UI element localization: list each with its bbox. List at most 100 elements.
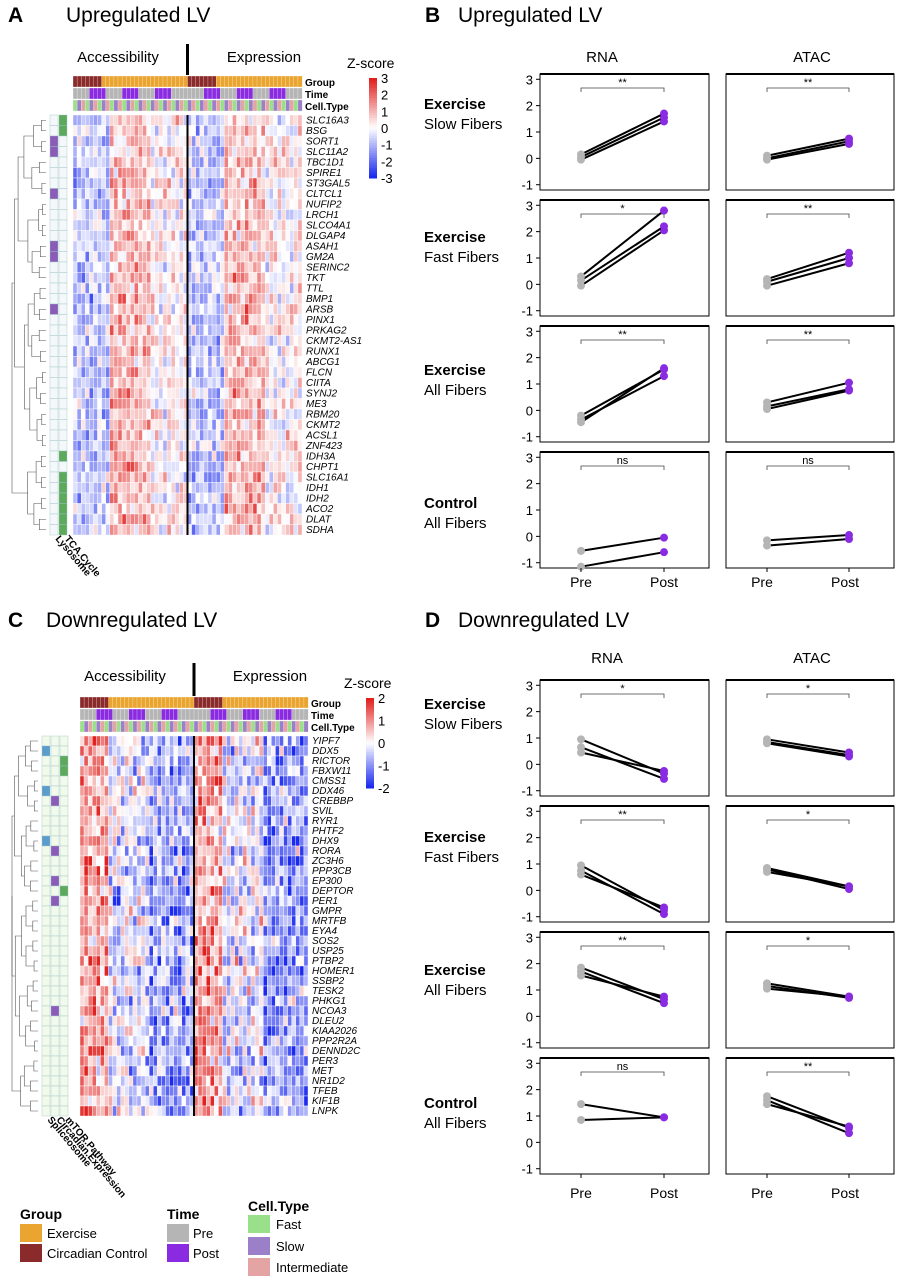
heatmap-cell [173, 905, 178, 917]
heatmap-cell [177, 1025, 182, 1037]
heatmap-cell [97, 219, 102, 231]
heatmap-cell [254, 1035, 260, 1047]
heatmap-cell [234, 775, 239, 787]
heatmap-cell [277, 408, 282, 420]
heatmap-cell [197, 1085, 203, 1097]
heatmap-cell [116, 1015, 121, 1027]
pathway-cell [41, 765, 51, 777]
heatmap-cell [201, 995, 207, 1007]
heatmap-cell [105, 335, 111, 347]
pathway-cell [49, 146, 59, 158]
heatmap-cell [93, 230, 98, 242]
dendrogram-branch [42, 203, 46, 216]
heatmap-cell [138, 177, 143, 189]
heatmap-cell [185, 1005, 191, 1017]
heatmap-cell [83, 1095, 89, 1107]
heatmap-cell [279, 1045, 284, 1057]
heatmap-cell [238, 1105, 244, 1117]
heatmap-cell [207, 219, 213, 231]
heatmap-cell [293, 408, 299, 420]
heatmap-cell [124, 785, 130, 797]
heatmap-cell [157, 995, 162, 1007]
heatmap-cell [136, 825, 142, 837]
heatmap-cell [173, 1025, 178, 1037]
heatmap-cell [195, 387, 200, 399]
heatmap-cell [252, 419, 258, 431]
heatmap-cell [222, 815, 227, 827]
heatmap-cell [181, 745, 187, 757]
heatmap-cell [258, 835, 264, 847]
heatmap-cell [263, 1025, 268, 1037]
track-cell-group [169, 696, 175, 709]
heatmap-cell [175, 482, 180, 494]
heatmap-cell [236, 240, 241, 252]
heatmap-cell [117, 356, 123, 368]
heatmap-cell [254, 905, 260, 917]
heatmap-cell [162, 440, 168, 452]
heatmap-cell [170, 366, 176, 378]
heatmap-cell [144, 995, 150, 1007]
heatmap-cell [277, 492, 282, 504]
heatmap-cell [267, 855, 272, 867]
heatmap-cell [197, 1055, 203, 1067]
heatmap-cell [260, 513, 266, 525]
heatmap-cell [116, 735, 121, 747]
heatmap-cell [112, 935, 117, 947]
heatmap-cell [169, 1095, 174, 1107]
heatmap-cell [224, 198, 229, 210]
heatmap-cell [214, 1025, 219, 1037]
heatmap-cell [263, 865, 268, 877]
heatmap-cell [228, 261, 233, 273]
heatmap-cell [232, 408, 237, 420]
heatmap-cell [79, 925, 85, 937]
heatmap-cell [220, 324, 225, 336]
heatmap-cell [250, 1045, 256, 1057]
heatmap-cell [113, 272, 119, 284]
heatmap-cell [142, 230, 147, 242]
heatmap-cell [264, 387, 270, 399]
heatmap-cell [224, 209, 229, 221]
heatmap-cell [232, 156, 237, 168]
heatmap-cell [263, 815, 268, 827]
gene-label: ZC3H6 [311, 856, 344, 867]
heatmap-cell [214, 965, 219, 977]
heatmap-cell [258, 1095, 264, 1107]
heatmap-cell [97, 314, 102, 326]
heatmap-cell [161, 1015, 166, 1027]
dendrogram-branch [17, 156, 28, 242]
heatmap-cell [211, 156, 217, 168]
heatmap-cell [108, 1075, 113, 1087]
heatmap-cell [175, 503, 180, 515]
track-cell-celltype [79, 720, 85, 733]
heatmap-cell [117, 156, 123, 168]
track-cell-time [108, 708, 114, 721]
track-cell-celltype [256, 99, 262, 112]
heatmap-cell [203, 188, 209, 200]
heatmap-cell [203, 513, 209, 525]
heatmap-cell [226, 1055, 231, 1067]
heatmap-cell [89, 209, 94, 221]
heatmap-cell [149, 905, 154, 917]
gene-label: SYNJ2 [306, 389, 338, 400]
heatmap-cell [116, 855, 121, 867]
pathway-cell [49, 303, 59, 315]
track-cell-time [153, 708, 158, 721]
pathway-cell [49, 198, 59, 210]
heatmap-cell [92, 1095, 97, 1107]
heatmap-cell [169, 785, 174, 797]
heatmap-cell [244, 356, 250, 368]
heatmap-cell [132, 1025, 138, 1037]
heatmap-cell [132, 865, 138, 877]
pathway-cell [58, 156, 68, 168]
heatmap-cell [211, 240, 217, 252]
heatmap-cell [256, 503, 262, 515]
heatmap-cell [248, 366, 254, 378]
heatmap-cell [248, 219, 254, 231]
heatmap-cell [210, 965, 215, 977]
heatmap-cell [79, 885, 85, 897]
heatmap-cell [120, 835, 125, 847]
heatmap-cell [136, 1065, 142, 1077]
heatmap-cell [150, 303, 155, 315]
heatmap-cell [117, 198, 123, 210]
heatmap-cell [271, 1015, 276, 1027]
